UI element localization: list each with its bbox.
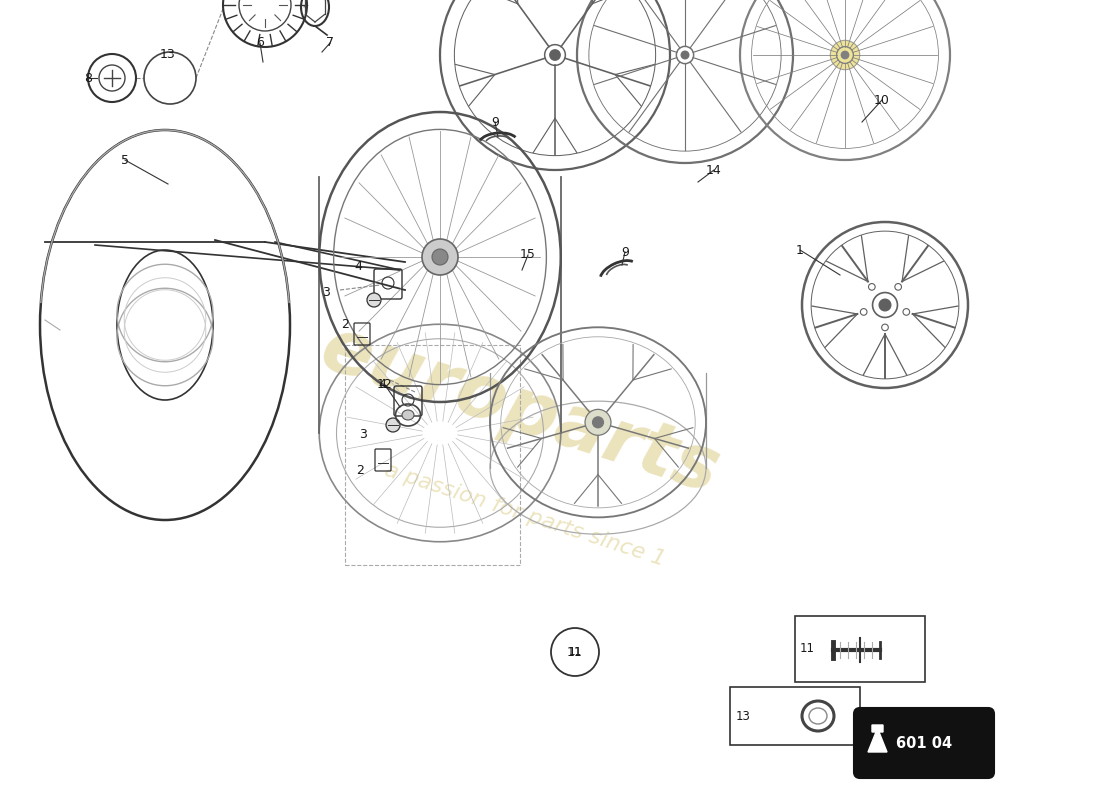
- Text: 11: 11: [569, 647, 582, 657]
- Ellipse shape: [681, 51, 689, 58]
- Text: 3: 3: [322, 286, 330, 299]
- Circle shape: [593, 417, 604, 428]
- Text: 13: 13: [161, 47, 176, 61]
- Text: 11: 11: [800, 642, 815, 655]
- Polygon shape: [868, 725, 887, 752]
- Text: a passion for parts since 1: a passion for parts since 1: [382, 460, 668, 570]
- Circle shape: [585, 410, 611, 435]
- Text: 6: 6: [256, 37, 264, 50]
- Text: 12: 12: [377, 378, 393, 391]
- Circle shape: [879, 299, 891, 311]
- Text: 2: 2: [356, 463, 364, 477]
- Text: 1: 1: [796, 243, 804, 257]
- Text: 14: 14: [706, 163, 722, 177]
- Text: 8: 8: [84, 71, 92, 85]
- Ellipse shape: [550, 50, 560, 60]
- Circle shape: [386, 418, 400, 432]
- FancyBboxPatch shape: [854, 708, 994, 778]
- Text: 2: 2: [341, 318, 349, 331]
- Ellipse shape: [402, 410, 414, 420]
- Text: 10: 10: [874, 94, 890, 106]
- Text: 5: 5: [121, 154, 129, 166]
- Text: 11: 11: [568, 646, 583, 658]
- Text: 601 04: 601 04: [895, 735, 953, 750]
- Text: 3: 3: [359, 429, 367, 442]
- Text: 7: 7: [326, 37, 334, 50]
- Circle shape: [432, 249, 448, 265]
- Text: 13: 13: [736, 710, 751, 722]
- Text: 9: 9: [491, 115, 499, 129]
- Text: europarts: europarts: [311, 311, 728, 509]
- Text: 9: 9: [621, 246, 629, 258]
- Text: 15: 15: [520, 249, 536, 262]
- Circle shape: [367, 293, 381, 307]
- Text: 4: 4: [378, 378, 386, 391]
- Circle shape: [422, 239, 458, 275]
- Ellipse shape: [830, 40, 860, 70]
- Text: 4: 4: [354, 261, 362, 274]
- Ellipse shape: [842, 51, 849, 58]
